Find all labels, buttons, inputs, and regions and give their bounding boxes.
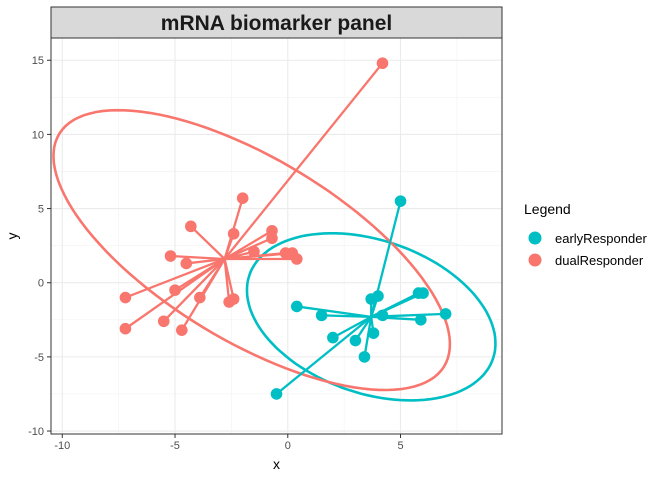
spoke-dualResponder: [223, 62, 384, 260]
legend-key-earlyResponder: [528, 231, 542, 245]
spoke-dualResponder: [224, 237, 273, 261]
point-earlyResponder: [290, 300, 303, 313]
point-dualResponder: [376, 57, 389, 70]
point-dualResponder: [194, 291, 206, 304]
point-dualResponder: [157, 315, 170, 328]
x-tick-label: -10: [54, 440, 70, 452]
legend-label-earlyResponder: earlyResponder: [555, 231, 647, 246]
y-axis-title: y: [4, 233, 20, 240]
spokes: [124, 62, 446, 395]
spoke-dualResponder: [186, 257, 225, 265]
point-earlyResponder: [376, 309, 389, 322]
point-earlyResponder: [372, 290, 384, 302]
spoke-dualResponder: [190, 225, 226, 260]
point-dualResponder: [223, 296, 235, 308]
facet-strip: mRNA biomarker panel: [50, 6, 503, 39]
legend-title: Legend: [524, 201, 571, 217]
x-axis-title: x: [273, 456, 280, 472]
spoke-earlyResponder: [332, 315, 372, 339]
x-tick-label: 5: [397, 440, 403, 452]
strip-background: [50, 6, 503, 39]
spoke-dualResponder: [170, 254, 225, 261]
spoke-dualResponder: [124, 257, 226, 299]
point-earlyResponder: [439, 308, 452, 320]
spoke-earlyResponder: [363, 316, 373, 358]
x-tick-label: 0: [285, 440, 291, 452]
ellipse-earlyResponder: [245, 232, 497, 402]
point-earlyResponder: [367, 327, 380, 339]
point-dualResponder: [248, 245, 260, 258]
spoke-dualResponder: [223, 258, 231, 303]
spoke-dualResponder: [162, 258, 226, 323]
point-earlyResponder: [327, 331, 339, 344]
y-tick-label: 5: [38, 204, 44, 216]
spoke-earlyResponder: [296, 305, 372, 318]
point-dualResponder: [119, 291, 132, 304]
y-tick-label: 10: [32, 129, 44, 141]
point-dualResponder: [180, 257, 193, 270]
point-dualResponder: [164, 250, 177, 262]
point-earlyResponder: [394, 195, 407, 207]
spoke-earlyResponder: [321, 314, 372, 318]
legend-key-dualResponder: [528, 253, 542, 267]
y-axis: -10 -5 0 5 10 15: [28, 55, 51, 438]
x-tick-label: -5: [170, 440, 180, 452]
point-dualResponder: [169, 284, 181, 296]
y-tick-label: -5: [34, 352, 44, 364]
chart-title: mRNA biomarker panel: [161, 12, 392, 35]
legend-label-dualResponder: dualResponder: [555, 253, 644, 268]
point-earlyResponder: [349, 334, 362, 347]
x-axis: -10 -5 0 5: [54, 434, 404, 452]
data-points: [119, 57, 452, 400]
point-earlyResponder: [417, 287, 429, 299]
y-tick-label: -10: [28, 426, 44, 438]
point-dualResponder: [266, 232, 278, 245]
legend: Legend earlyResponder dualResponder: [524, 201, 647, 268]
spoke-earlyResponder: [275, 315, 372, 395]
point-dualResponder: [290, 253, 303, 265]
y-tick-label: 15: [32, 55, 44, 67]
point-dualResponder: [227, 227, 240, 240]
point-earlyResponder: [315, 309, 328, 322]
point-dualResponder: [119, 322, 132, 335]
point-dualResponder: [236, 192, 249, 204]
point-earlyResponder: [270, 388, 283, 400]
point-dualResponder: [185, 220, 197, 233]
plot-panel: [50, 37, 503, 435]
y-tick-label: 0: [38, 278, 44, 290]
point-dualResponder: [175, 324, 188, 336]
point-earlyResponder: [415, 313, 427, 326]
point-earlyResponder: [358, 351, 371, 363]
